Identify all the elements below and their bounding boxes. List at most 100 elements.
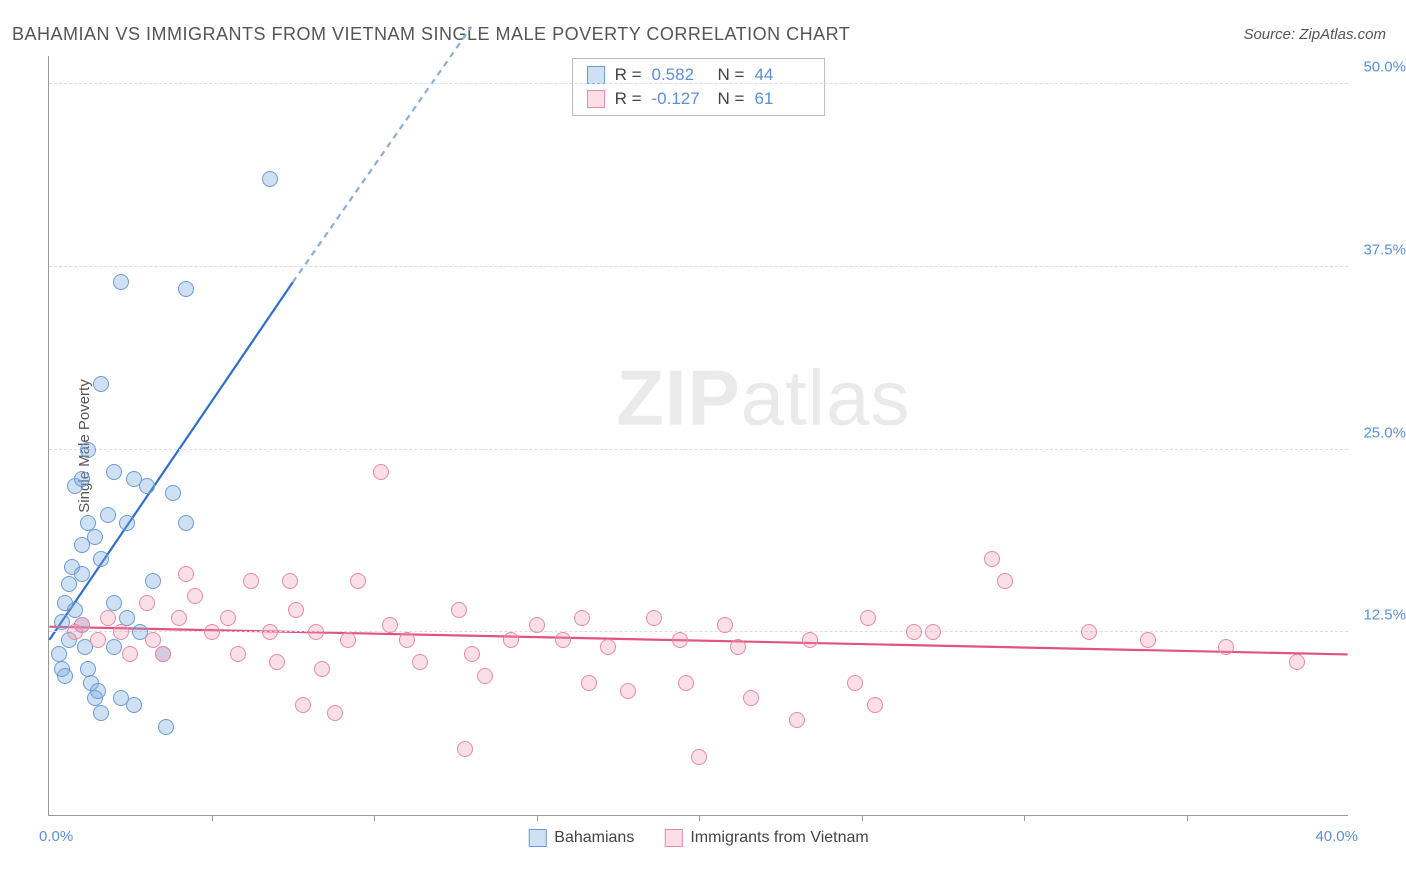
scatter-point — [80, 515, 96, 531]
scatter-point — [113, 274, 129, 290]
scatter-point — [80, 442, 96, 458]
gridline — [49, 449, 1348, 450]
scatter-point — [464, 646, 480, 662]
scatter-point — [165, 485, 181, 501]
scatter-point — [925, 624, 941, 640]
scatter-point — [717, 617, 733, 633]
scatter-point — [477, 668, 493, 684]
scatter-point — [90, 632, 106, 648]
scatter-point — [600, 639, 616, 655]
scatter-point — [691, 749, 707, 765]
scatter-point — [295, 697, 311, 713]
n-label: N = — [718, 89, 745, 109]
scatter-point — [93, 551, 109, 567]
scatter-point — [503, 632, 519, 648]
scatter-point — [997, 573, 1013, 589]
scatter-point — [412, 654, 428, 670]
scatter-point — [262, 171, 278, 187]
r-value: -0.127 — [652, 89, 708, 109]
scatter-point — [789, 712, 805, 728]
scatter-point — [155, 646, 171, 662]
scatter-point — [90, 683, 106, 699]
scatter-point — [126, 697, 142, 713]
scatter-point — [906, 624, 922, 640]
scatter-point — [51, 646, 67, 662]
scatter-point — [743, 690, 759, 706]
x-tick — [212, 815, 213, 821]
x-tick — [537, 815, 538, 821]
scatter-point — [382, 617, 398, 633]
scatter-point — [373, 464, 389, 480]
trend-lines — [49, 56, 1348, 815]
scatter-point — [178, 566, 194, 582]
scatter-point — [74, 617, 90, 633]
scatter-point — [1218, 639, 1234, 655]
chart-plot-area: ZIPatlas R =0.582N =44R =-0.127N =61 0.0… — [48, 56, 1348, 816]
bottom-legend: Bahamians Immigrants from Vietnam — [528, 829, 868, 847]
r-label: R = — [615, 89, 642, 109]
n-label: N = — [718, 65, 745, 85]
legend-item: Bahamians — [528, 829, 634, 847]
scatter-point — [282, 573, 298, 589]
y-tick-label: 37.5% — [1363, 241, 1406, 258]
scatter-point — [730, 639, 746, 655]
scatter-point — [230, 646, 246, 662]
scatter-point — [57, 668, 73, 684]
x-tick — [1187, 815, 1188, 821]
scatter-point — [451, 602, 467, 618]
scatter-point — [308, 624, 324, 640]
legend-swatch — [587, 66, 605, 84]
scatter-point — [113, 624, 129, 640]
scatter-point — [145, 573, 161, 589]
scatter-point — [1081, 624, 1097, 640]
source-label: Source: ZipAtlas.com — [1243, 26, 1386, 43]
scatter-point — [867, 697, 883, 713]
n-value: 61 — [754, 89, 810, 109]
chart-title: BAHAMIAN VS IMMIGRANTS FROM VIETNAM SING… — [12, 24, 850, 45]
scatter-point — [220, 610, 236, 626]
scatter-point — [1289, 654, 1305, 670]
scatter-point — [1140, 632, 1156, 648]
scatter-point — [93, 376, 109, 392]
y-tick-label: 50.0% — [1363, 59, 1406, 76]
scatter-point — [620, 683, 636, 699]
x-tick — [374, 815, 375, 821]
x-tick — [699, 815, 700, 821]
legend-swatch — [528, 829, 546, 847]
scatter-point — [119, 515, 135, 531]
scatter-point — [984, 551, 1000, 567]
scatter-point — [574, 610, 590, 626]
scatter-point — [314, 661, 330, 677]
gridline — [49, 266, 1348, 267]
scatter-point — [555, 632, 571, 648]
scatter-point — [340, 632, 356, 648]
scatter-point — [646, 610, 662, 626]
legend-swatch — [664, 829, 682, 847]
gridline — [49, 631, 1348, 632]
scatter-point — [106, 595, 122, 611]
n-value: 44 — [754, 65, 810, 85]
scatter-point — [106, 464, 122, 480]
scatter-point — [678, 675, 694, 691]
legend-item: Immigrants from Vietnam — [664, 829, 868, 847]
scatter-point — [262, 624, 278, 640]
legend-label: Bahamians — [554, 829, 634, 847]
scatter-point — [187, 588, 203, 604]
scatter-point — [350, 573, 366, 589]
scatter-point — [269, 654, 285, 670]
scatter-point — [204, 624, 220, 640]
scatter-point — [178, 281, 194, 297]
y-tick-label: 25.0% — [1363, 424, 1406, 441]
scatter-point — [158, 719, 174, 735]
x-tick — [862, 815, 863, 821]
scatter-point — [106, 639, 122, 655]
scatter-point — [860, 610, 876, 626]
stats-row: R = -0.127 N = 61 — [587, 87, 811, 111]
legend-label: Immigrants from Vietnam — [690, 829, 868, 847]
r-label: R = — [615, 65, 642, 85]
scatter-point — [145, 632, 161, 648]
legend-swatch — [587, 90, 605, 108]
scatter-point — [529, 617, 545, 633]
scatter-point — [67, 602, 83, 618]
scatter-point — [74, 471, 90, 487]
